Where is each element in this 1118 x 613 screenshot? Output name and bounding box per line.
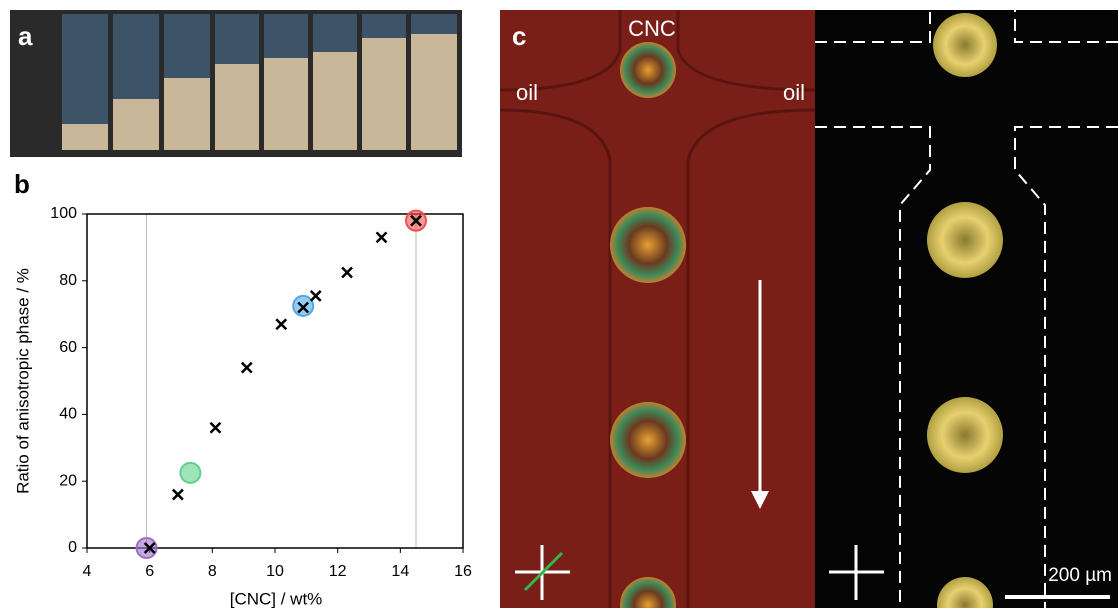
- highlight-point: [137, 538, 157, 558]
- x-tick-label: 8: [208, 563, 217, 580]
- x-tick-label: 10: [266, 563, 284, 580]
- y-tick-label: 100: [50, 205, 77, 222]
- panel-label: b: [14, 169, 30, 199]
- y-tick-label: 0: [68, 539, 77, 556]
- data-point: [242, 363, 252, 373]
- data-point: [276, 319, 286, 329]
- highlight-point: [180, 463, 200, 483]
- data-point: [342, 267, 352, 277]
- plot-frame: [87, 214, 463, 548]
- panel-label: a: [18, 21, 33, 51]
- y-tick-label: 40: [59, 406, 77, 423]
- x-tick-label: 6: [145, 563, 154, 580]
- label: CNC: [628, 16, 676, 41]
- label: oil: [783, 80, 805, 105]
- data-point: [173, 490, 183, 500]
- scale-bar-label: 200 µm: [1048, 565, 1112, 586]
- x-tick-label: 4: [83, 563, 92, 580]
- x-tick-label: 16: [454, 563, 472, 580]
- y-tick-label: 80: [59, 272, 77, 289]
- y-tick-label: 20: [59, 472, 77, 489]
- x-tick-label: 12: [329, 563, 347, 580]
- data-point: [210, 423, 220, 433]
- y-axis-label: Ratio of anisotropic phase / %: [13, 268, 32, 494]
- microscopy-image: [500, 10, 1118, 608]
- label: oil: [516, 80, 538, 105]
- x-tick-label: 14: [391, 563, 409, 580]
- data-point: [311, 291, 321, 301]
- panel-label: c: [512, 21, 526, 51]
- x-axis-label: [CNC] / wt%: [230, 589, 323, 608]
- data-point: [377, 232, 387, 242]
- y-tick-label: 60: [59, 339, 77, 356]
- figure: a b c CNC oil oil 200 µm [CNC] / wt% Rat…: [0, 0, 1118, 608]
- vial-photo: [10, 10, 462, 157]
